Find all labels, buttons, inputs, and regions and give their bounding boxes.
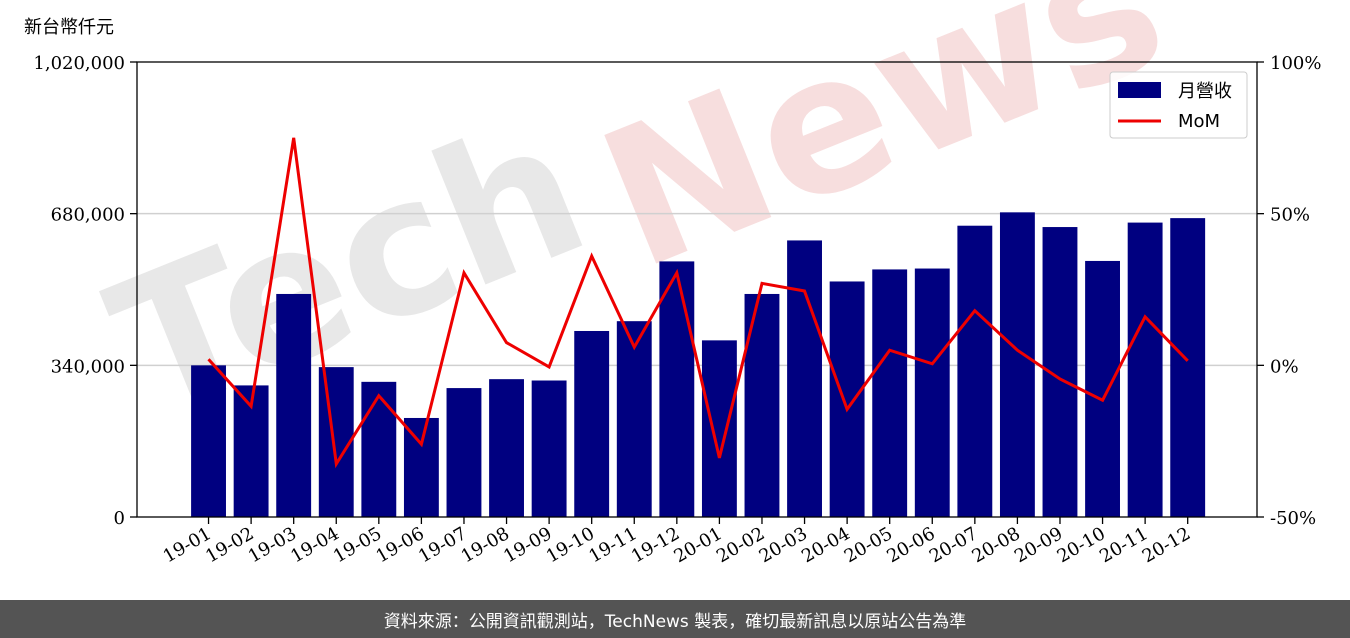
x-tick-label: 19-03 <box>245 523 300 567</box>
x-tick-label: 19-09 <box>500 523 555 567</box>
x-tick-label: 19-12 <box>628 523 683 567</box>
x-tick-label: 19-04 <box>287 523 342 567</box>
x-tick-label: 20-07 <box>926 523 981 567</box>
x-tick-label: 20-11 <box>1096 523 1151 567</box>
y-left-tick-label: 1,020,000 <box>33 53 125 74</box>
x-tick-label: 19-11 <box>585 523 640 567</box>
bar <box>446 388 482 517</box>
x-tick-label: 19-01 <box>160 523 215 567</box>
bar <box>403 417 439 517</box>
bar <box>914 268 950 517</box>
bar <box>872 269 908 517</box>
x-tick-label: 20-04 <box>798 523 853 567</box>
bar <box>787 240 822 517</box>
y-left-tick-label: 0 <box>114 508 125 529</box>
y-right-tick-label: -50% <box>1270 508 1316 529</box>
y-axis-unit-label: 新台幣仟元 <box>24 17 114 38</box>
y-right-tick-label: 0% <box>1270 356 1299 377</box>
legend-line-label: MoM <box>1178 111 1220 132</box>
x-tick-label: 20-12 <box>1139 523 1194 567</box>
revenue-chart: Tech News 0340,000680,0001,020,000-50%0%… <box>33 0 1321 567</box>
x-tick-label: 19-02 <box>202 523 257 567</box>
mom-line <box>207 137 1189 469</box>
bar <box>957 225 993 517</box>
bar <box>616 321 652 517</box>
x-tick-label: 20-06 <box>883 523 938 567</box>
bar <box>489 379 524 517</box>
x-tick-label: 19-10 <box>543 523 598 567</box>
legend-bar-swatch <box>1118 82 1161 98</box>
plot-frame <box>136 61 1258 518</box>
x-tick-label: 20-05 <box>841 523 896 567</box>
x-tick-label: 20-08 <box>968 523 1023 567</box>
bar <box>1085 260 1120 517</box>
footer-source-note: 資料來源：公開資訊觀測站，TechNews 製表，確切最新訊息以原站公告為準 <box>0 600 1350 638</box>
x-tick-label: 20-09 <box>1011 523 1066 567</box>
bar <box>531 380 567 517</box>
x-tick-label: 20-03 <box>756 523 811 567</box>
legend: 月營收 MoM <box>1109 71 1248 139</box>
bar <box>1170 218 1206 518</box>
bar <box>276 293 312 517</box>
bar <box>191 365 226 517</box>
x-tick-label: 19-05 <box>330 523 385 567</box>
x-tick-label: 20-10 <box>1054 523 1109 567</box>
bar <box>318 367 354 517</box>
bar <box>999 212 1035 517</box>
legend-bar-label: 月營收 <box>1178 81 1232 102</box>
bar <box>574 330 610 517</box>
bar <box>659 261 695 517</box>
bar <box>361 381 397 517</box>
y-right-tick-label: 100% <box>1270 53 1321 74</box>
x-tick-label: 19-08 <box>458 523 513 567</box>
y-left-tick-label: 340,000 <box>51 356 125 377</box>
bar <box>829 281 865 517</box>
x-tick-label: 19-06 <box>372 523 427 567</box>
bar <box>701 340 737 517</box>
x-tick-label: 20-01 <box>670 523 725 567</box>
y-left-tick-label: 680,000 <box>51 205 125 226</box>
bar <box>1127 222 1163 517</box>
mom-series <box>207 137 1189 469</box>
x-tick-label: 20-02 <box>713 523 768 567</box>
y-right-tick-label: 50% <box>1270 205 1310 226</box>
x-tick-label: 19-07 <box>415 523 470 567</box>
